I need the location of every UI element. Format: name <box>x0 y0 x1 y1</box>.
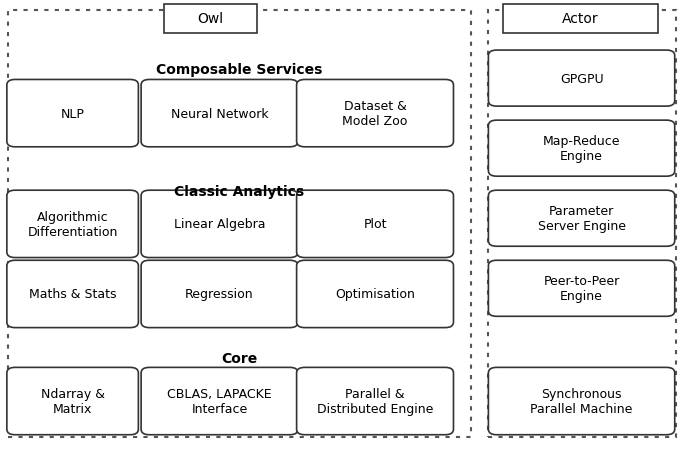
Text: Peer-to-Peer
Engine: Peer-to-Peer Engine <box>543 275 620 303</box>
Text: GPGPU: GPGPU <box>560 73 603 85</box>
FancyBboxPatch shape <box>7 191 138 258</box>
Text: Parallel &
Distributed Engine: Parallel & Distributed Engine <box>317 387 433 415</box>
FancyBboxPatch shape <box>141 261 298 328</box>
FancyBboxPatch shape <box>488 368 675 435</box>
Text: Synchronous
Parallel Machine: Synchronous Parallel Machine <box>530 387 633 415</box>
Text: Regression: Regression <box>185 288 254 301</box>
FancyBboxPatch shape <box>297 191 453 258</box>
Text: Composable Services: Composable Services <box>156 63 323 77</box>
Text: CBLAS, LAPACKE
Interface: CBLAS, LAPACKE Interface <box>167 387 272 415</box>
Text: Classic Analytics: Classic Analytics <box>175 185 304 198</box>
FancyBboxPatch shape <box>297 80 453 147</box>
Text: NLP: NLP <box>61 107 84 120</box>
Text: Optimisation: Optimisation <box>335 288 415 301</box>
FancyBboxPatch shape <box>488 51 675 107</box>
Text: Core: Core <box>221 352 258 365</box>
FancyBboxPatch shape <box>297 261 453 328</box>
FancyBboxPatch shape <box>488 191 675 247</box>
FancyBboxPatch shape <box>297 368 453 435</box>
Text: Algorithmic
Differentiation: Algorithmic Differentiation <box>27 211 118 238</box>
FancyBboxPatch shape <box>164 5 257 34</box>
Text: Parameter
Server Engine: Parameter Server Engine <box>538 205 625 233</box>
FancyBboxPatch shape <box>7 80 138 147</box>
Text: Owl: Owl <box>197 12 224 26</box>
FancyBboxPatch shape <box>141 191 298 258</box>
Text: Dataset &
Model Zoo: Dataset & Model Zoo <box>342 100 408 128</box>
FancyBboxPatch shape <box>141 80 298 147</box>
FancyBboxPatch shape <box>7 368 138 435</box>
Text: Plot: Plot <box>363 218 387 231</box>
FancyBboxPatch shape <box>7 261 138 328</box>
Text: Maths & Stats: Maths & Stats <box>29 288 116 301</box>
Text: Actor: Actor <box>562 12 599 26</box>
Text: Ndarray &
Matrix: Ndarray & Matrix <box>40 387 105 415</box>
Text: Linear Algebra: Linear Algebra <box>174 218 265 231</box>
Text: Neural Network: Neural Network <box>171 107 269 120</box>
FancyBboxPatch shape <box>503 5 658 34</box>
Text: Map-Reduce
Engine: Map-Reduce Engine <box>543 135 621 163</box>
FancyBboxPatch shape <box>141 368 298 435</box>
FancyBboxPatch shape <box>488 121 675 177</box>
FancyBboxPatch shape <box>488 261 675 317</box>
